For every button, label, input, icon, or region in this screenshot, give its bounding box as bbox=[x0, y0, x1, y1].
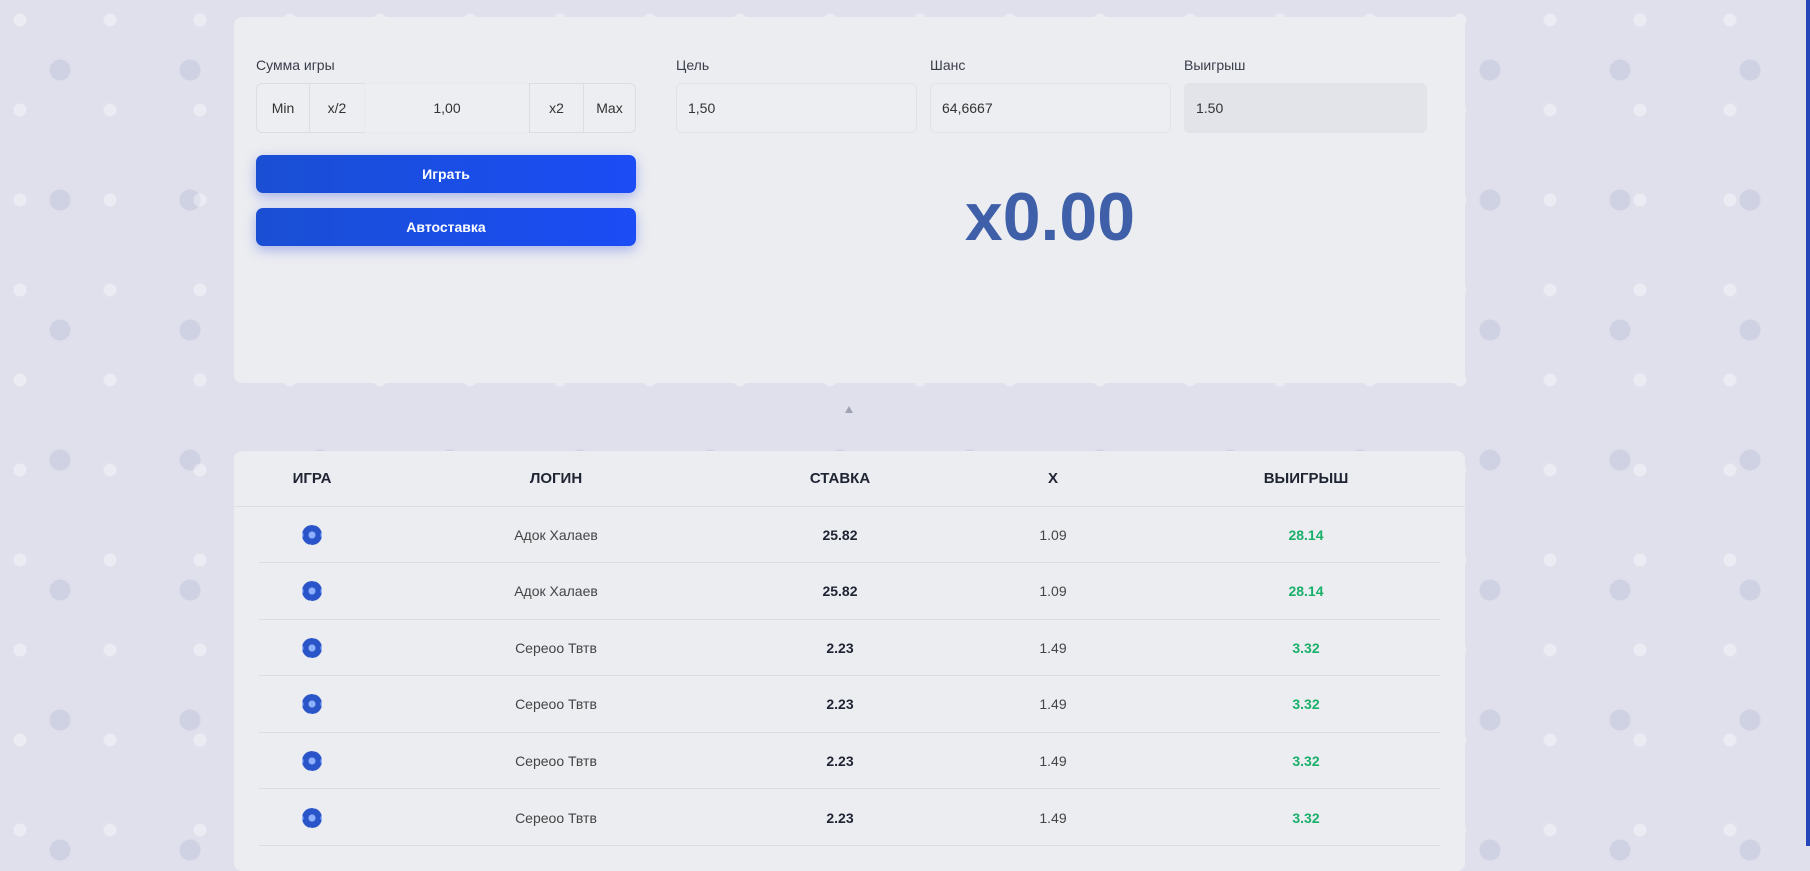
min-button[interactable]: Min bbox=[256, 83, 310, 133]
collapse-arrow-icon[interactable] bbox=[845, 406, 853, 413]
x-cell: 1.49 bbox=[1039, 639, 1067, 656]
table-row: Сереоо Твтв 2.23 1.49 3.32 bbox=[259, 620, 1440, 677]
x-cell: 1.49 bbox=[1039, 752, 1067, 769]
game-cell bbox=[234, 564, 390, 619]
column-header: ИГРА bbox=[292, 470, 332, 487]
win-cell: 3.32 bbox=[1292, 752, 1320, 769]
win-cell: 3.32 bbox=[1292, 639, 1320, 656]
x-cell: 1.49 bbox=[1039, 696, 1067, 713]
login-cell: Сереоо Твтв bbox=[515, 639, 597, 656]
play-button[interactable]: Играть bbox=[256, 155, 636, 193]
gear-icon bbox=[302, 524, 322, 545]
payout-label: Выигрыш bbox=[1184, 57, 1246, 73]
game-cell bbox=[234, 620, 390, 675]
x-cell: 1.09 bbox=[1039, 583, 1067, 600]
win-cell: 28.14 bbox=[1288, 583, 1324, 600]
bet-cell: 2.23 bbox=[826, 809, 854, 826]
autobet-button[interactable]: Автоставка bbox=[256, 208, 636, 246]
game-panel bbox=[234, 17, 1465, 383]
target-input[interactable]: 1,50 bbox=[676, 83, 917, 133]
bet-cell: 25.82 bbox=[822, 583, 858, 600]
column-header: ВЫИГРЫШ bbox=[1263, 470, 1349, 487]
multiplier-display: x0.00 bbox=[964, 179, 1136, 255]
bet-cell: 2.23 bbox=[826, 639, 854, 656]
game-cell bbox=[234, 507, 390, 562]
history-table: ИГРА ЛОГИН СТАВКА X ВЫИГРЫШ Адок Халаев 25.82… bbox=[234, 451, 1465, 871]
login-cell: Сереоо Твтв bbox=[515, 809, 597, 826]
table-row: Адок Халаев 25.82 1.09 28.14 bbox=[259, 507, 1440, 563]
bet-cell: 25.82 bbox=[822, 526, 858, 543]
login-cell: Сереоо Твтв bbox=[515, 752, 597, 769]
column-header: СТАВКА bbox=[809, 470, 871, 487]
game-cell bbox=[234, 790, 390, 845]
gear-icon bbox=[302, 637, 322, 658]
login-cell: Адок Халаев bbox=[514, 583, 598, 600]
bet-label: Сумма игры bbox=[256, 57, 335, 73]
win-cell: 28.14 bbox=[1288, 526, 1324, 543]
table-row: Сереоо Твтв 2.23 1.49 3.32 bbox=[259, 790, 1440, 846]
win-cell: 3.32 bbox=[1292, 809, 1320, 826]
table-row: Адок Халаев 25.82 1.09 28.14 bbox=[259, 564, 1440, 620]
bet-cell: 2.23 bbox=[826, 752, 854, 769]
x-cell: 1.09 bbox=[1039, 526, 1067, 543]
column-header: X bbox=[1047, 470, 1058, 487]
login-cell: Адок Халаев bbox=[514, 526, 598, 543]
payout-field: 1.50 bbox=[1184, 83, 1427, 133]
gear-icon bbox=[302, 750, 322, 771]
bet-cell: 2.23 bbox=[826, 696, 854, 713]
game-cell bbox=[234, 733, 390, 788]
chance-label: Шанс bbox=[930, 57, 966, 73]
table-header: ИГРА ЛОГИН СТАВКА X ВЫИГРЫШ bbox=[234, 451, 1465, 507]
table-row: Сереоо Твтв 2.23 1.49 3.32 bbox=[259, 677, 1440, 733]
gear-icon bbox=[302, 581, 322, 602]
column-header: ЛОГИН bbox=[529, 470, 583, 487]
max-button[interactable]: Max bbox=[583, 83, 636, 133]
gear-icon bbox=[302, 807, 322, 828]
win-cell: 3.32 bbox=[1292, 696, 1320, 713]
game-cell bbox=[234, 677, 390, 732]
bet-input[interactable]: 1,00 bbox=[364, 83, 530, 133]
chance-input[interactable]: 64,6667 bbox=[930, 83, 1171, 133]
scrollbar[interactable] bbox=[1806, 0, 1810, 846]
gear-icon bbox=[302, 694, 322, 715]
table-row: Сереоо Твтв 2.23 1.49 3.32 bbox=[259, 733, 1440, 790]
login-cell: Сереоо Твтв bbox=[515, 696, 597, 713]
target-label: Цель bbox=[676, 57, 710, 73]
double-button[interactable]: x2 bbox=[529, 83, 584, 133]
x-cell: 1.49 bbox=[1039, 809, 1067, 826]
half-button[interactable]: x/2 bbox=[309, 83, 365, 133]
